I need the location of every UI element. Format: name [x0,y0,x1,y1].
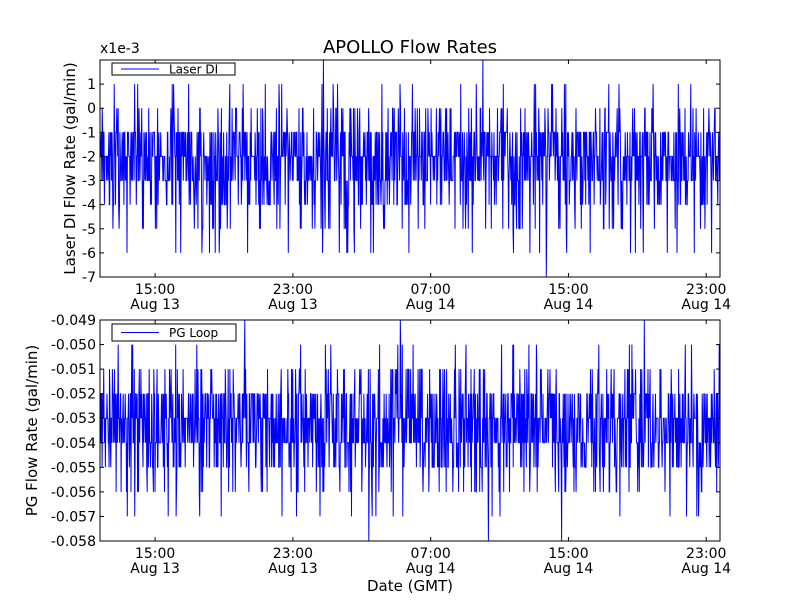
x-tick-label-date: Aug 13 [268,297,318,313]
legend-box [111,323,237,342]
y-tick-label: -0.050 [51,338,96,354]
y-scale-label: x1e-3 [100,41,140,57]
legend-label: Laser DI [169,63,218,77]
y-tick-label: -0.056 [51,485,96,501]
x-tick-label-time: 23:00 [273,546,313,562]
y-tick-label: -0.055 [51,460,96,476]
series-line-laser-di [100,60,720,277]
chart-title: APOLLO Flow Rates [323,37,497,58]
x-tick-label-time: 07:00 [410,546,450,562]
y-tick-label: -0.058 [51,534,96,550]
x-tick-label-date: Aug 13 [130,297,180,313]
y-tick-label: -0.049 [51,313,96,329]
y-tick-label: -1 [82,125,96,141]
y-tick-label: -0.054 [51,436,96,452]
x-tick-label-date: Aug 14 [406,561,456,577]
x-tick-label-time: 15:00 [135,546,175,562]
y-tick-label: -6 [82,246,96,262]
series-line-pg-loop [100,320,720,541]
y-tick-label: -0.052 [51,387,96,403]
y-tick-label: -0.053 [51,411,96,427]
y-axis-label: PG Flow Rate (gal/min) [23,345,41,517]
plot-frame [99,59,721,278]
y-axis-label: Laser DI Flow Rate (gal/min) [61,62,79,274]
y-tick-label: -5 [82,222,96,238]
x-tick-label-time: 15:00 [548,546,588,562]
x-tick-label-time: 07:00 [410,282,450,298]
x-tick-label-date: Aug 14 [544,561,594,577]
legend-label: PG Loop [169,326,218,340]
y-tick-label: -0.057 [51,509,96,525]
y-tick-label: -4 [82,198,96,214]
x-tick-label-date: Aug 13 [268,561,318,577]
x-tick-label-time: 23:00 [686,282,726,298]
x-tick-label-date: Aug 14 [681,297,731,313]
y-tick-label: -2 [82,149,96,165]
x-axis-label: Date (GMT) [367,577,453,595]
x-tick-label-date: Aug 13 [130,561,180,577]
plot-frame [99,319,721,542]
x-tick-label-date: Aug 14 [544,297,594,313]
x-tick-label-time: 23:00 [273,282,313,298]
legend-box [111,62,236,76]
x-tick-label-time: 15:00 [135,282,175,298]
x-tick-label-time: 23:00 [686,546,726,562]
x-tick-label-time: 15:00 [548,282,588,298]
y-tick-label: -0.051 [51,362,96,378]
x-tick-label-date: Aug 14 [406,297,456,313]
y-tick-label: 0 [87,101,96,117]
y-tick-label: -3 [82,174,96,190]
y-tick-label: 1 [87,77,96,93]
y-tick-label: -7 [82,270,96,286]
x-tick-label-date: Aug 14 [681,561,731,577]
bottom-panel-pg-loop: -0.049 -0.050 -0.051 -0.052 -0.053 -0.054 -0.0… [23,313,731,577]
